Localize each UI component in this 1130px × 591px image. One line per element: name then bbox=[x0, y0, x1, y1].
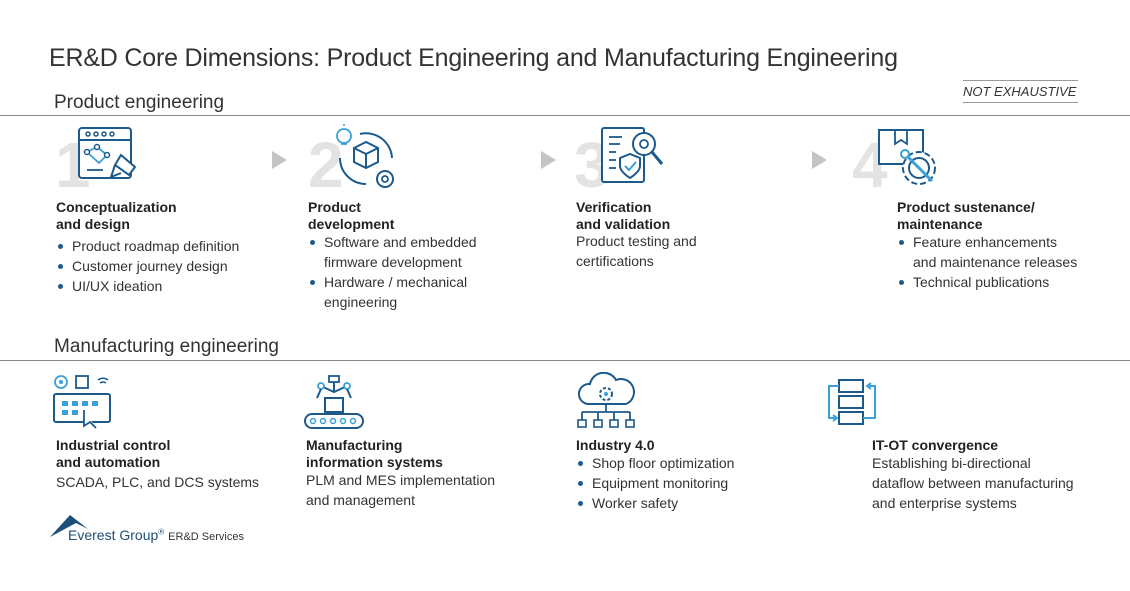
step-4-bullets: Feature enhancements and maintenance rele… bbox=[897, 232, 1077, 292]
footer-brand: Everest Group® ER&D Services bbox=[68, 527, 244, 543]
list-item: Shop floor optimization bbox=[576, 453, 734, 473]
page-title: ER&D Core Dimensions: Product Engineerin… bbox=[49, 44, 898, 72]
list-item: UI/UX ideation bbox=[56, 276, 239, 296]
not-exhaustive-top-rule bbox=[963, 80, 1078, 81]
everest-mountain-logo-icon bbox=[50, 515, 88, 537]
control-panel-icon bbox=[53, 375, 111, 429]
list-item: Feature enhancements and maintenance rele… bbox=[897, 232, 1077, 272]
convergence-flow-icon bbox=[828, 379, 876, 425]
step-4-title: Product sustenance/maintenance bbox=[897, 199, 1035, 232]
design-board-icon bbox=[78, 127, 137, 179]
manufacturing-section-rule bbox=[0, 360, 1130, 361]
step-2-title: Product development bbox=[308, 199, 395, 232]
verification-checklist-icon bbox=[601, 127, 664, 183]
mfg-4-description: Establishing bi-directional dataflow betw… bbox=[872, 455, 1074, 511]
step-3-description: Product testing and certifications bbox=[576, 233, 697, 269]
step-arrow-3 bbox=[812, 151, 827, 169]
mfg-1-title: Industrial control and automation bbox=[56, 437, 171, 470]
mfg-2-title: Manufacturing information systems bbox=[306, 437, 443, 470]
list-item: Equipment monitoring bbox=[576, 473, 734, 493]
list-item: Customer journey design bbox=[56, 256, 239, 276]
step-2-bullets: Software and embedded firmware developmen… bbox=[308, 232, 477, 312]
step-number-2: 2 bbox=[308, 129, 344, 201]
not-exhaustive-bottom-rule bbox=[963, 102, 1078, 103]
list-item: Worker safety bbox=[576, 493, 734, 513]
manufacturing-engineering-label: Manufacturing engineering bbox=[54, 336, 279, 357]
maintenance-gear-icon bbox=[878, 129, 936, 185]
list-item: Software and embedded firmware developmen… bbox=[308, 232, 477, 272]
step-arrow-2 bbox=[541, 151, 556, 169]
mfg-3-title: Industry 4.0 bbox=[576, 437, 655, 453]
step-1-title: Conceptualization and design bbox=[56, 199, 177, 232]
step-arrow-1 bbox=[272, 151, 287, 169]
mfg-3-bullets: Shop floor optimization Equipment monito… bbox=[576, 453, 734, 513]
mfg-2-description: PLM and MES implementation and management bbox=[306, 472, 496, 508]
list-item: Technical publications bbox=[897, 272, 1077, 292]
product-section-rule bbox=[0, 115, 1130, 116]
product-engineering-label: Product engineering bbox=[54, 92, 225, 113]
robotic-arm-conveyor-icon bbox=[304, 375, 364, 429]
step-3-title: Verification and validation bbox=[576, 199, 671, 232]
mfg-4-title: IT-OT convergence bbox=[872, 437, 999, 453]
development-cycle-icon bbox=[336, 124, 394, 188]
list-item: Hardware / mechanical engineering bbox=[308, 272, 477, 312]
step-1-bullets: Product roadmap definition Customer jour… bbox=[56, 236, 239, 296]
mfg-1-description: SCADA, PLC, and DCS systems bbox=[56, 474, 260, 490]
cloud-network-icon bbox=[577, 372, 635, 428]
not-exhaustive-note: NOT EXHAUSTIVE bbox=[963, 84, 1077, 99]
list-item: Product roadmap definition bbox=[56, 236, 239, 256]
